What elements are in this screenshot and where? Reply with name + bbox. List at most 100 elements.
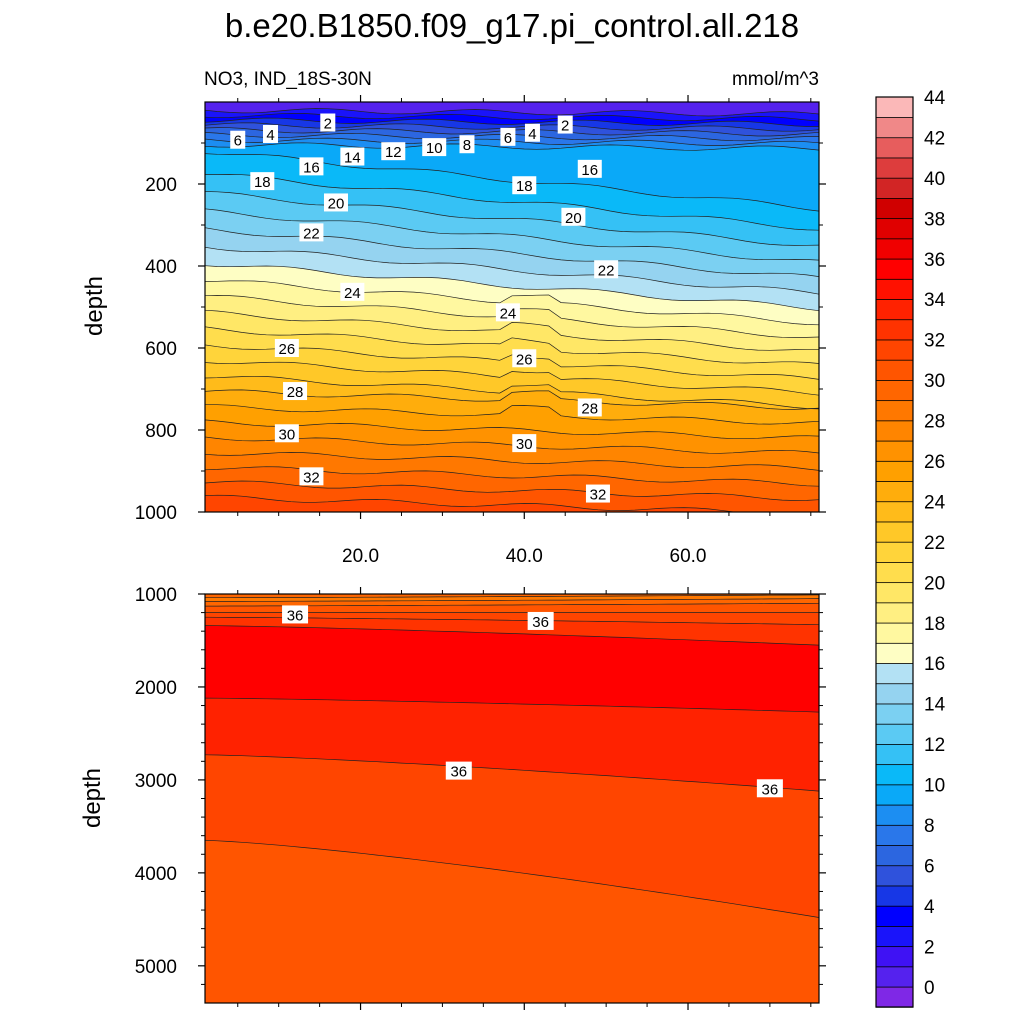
lower-y-tick-label: 3000: [135, 771, 177, 792]
upper-contour-label: 24: [340, 282, 365, 302]
colorbar-swatch: [875, 359, 914, 381]
colorbar-tick-label: 36: [924, 250, 945, 271]
colorbar-frame: [875, 96, 914, 1008]
upper-contour-line: [204, 326, 820, 364]
upper-contour-label-text: 18: [516, 178, 533, 195]
colorbar-swatch: [875, 905, 914, 927]
upper-contour-label-box: [524, 123, 540, 142]
upper-contour-line: [204, 466, 820, 487]
upper-contour-label: 30: [274, 424, 299, 443]
upper-contour-label-text: 32: [590, 487, 607, 504]
upper-contour-label-box: [274, 339, 299, 357]
upper-contour-line: [204, 117, 819, 127]
colorbar-tick-label: 42: [924, 128, 945, 149]
upper-contour-line: [204, 174, 820, 231]
upper-x-tick-label: 40.0: [506, 546, 543, 567]
lower-contour-label-box: [282, 605, 309, 624]
upper-contour-label-box: [422, 138, 447, 157]
colorbar-swatch: [875, 197, 914, 220]
lower-y-tick-label: 4000: [135, 864, 177, 885]
upper-contour-label-box: [495, 303, 520, 322]
upper-contour-label: 16: [299, 157, 324, 176]
upper-contour-line: [204, 142, 820, 151]
colorbar-tick-label: 14: [924, 695, 946, 716]
upper-contour-label-box: [340, 147, 365, 166]
colorbar-swatch: [875, 157, 914, 179]
upper-contour-label-box: [340, 282, 365, 301]
colorbar-tick-label: 4: [924, 897, 935, 918]
upper-contour-line: [204, 309, 819, 351]
upper-contour-line: [204, 480, 820, 501]
lower-contour-label-text: 36: [762, 781, 779, 798]
upper-contour-label-box: [459, 135, 475, 154]
upper-contour-line: [204, 227, 820, 277]
colorbar-swatch: [875, 440, 914, 462]
lower-contour-label: 36: [527, 611, 554, 631]
upper-x-tick-label: 60.0: [670, 546, 707, 567]
colorbar-swatch: [875, 339, 914, 361]
upper-contour-label: 2: [557, 115, 573, 135]
upper-contour-label: 6: [500, 127, 516, 147]
colorbar-tick-label: 12: [924, 735, 945, 756]
colorbar-swatch: [875, 278, 914, 300]
colorbar: 0246810121416182022242628303234363840424…: [875, 88, 946, 1008]
colorbar-swatch: [875, 399, 914, 422]
colorbar-tick-label: 0: [924, 978, 935, 999]
colorbar-tick-label: 26: [924, 452, 945, 473]
upper-contour-label: 24: [495, 303, 520, 322]
colorbar-tick-label: 30: [924, 371, 945, 392]
upper-contour-label-text: 28: [581, 400, 598, 417]
upper-contour-label-box: [299, 157, 324, 176]
upper-contour-label-box: [561, 207, 586, 226]
upper-contour-band: [205, 495, 819, 512]
lower-contour-label-text: 36: [450, 764, 467, 781]
upper-contour-label: 14: [340, 147, 365, 167]
colorbar-swatch: [875, 683, 914, 705]
upper-y-tick-label: 600: [145, 339, 177, 360]
upper-contour-label: 22: [299, 223, 324, 242]
upper-contour-label: 28: [577, 398, 602, 417]
colorbar-swatch: [875, 885, 914, 907]
upper-contour-line: [204, 404, 820, 425]
colorbar-swatch: [875, 217, 914, 240]
upper-contour-line: [204, 375, 820, 410]
colorbar-tick-label: 28: [924, 412, 945, 433]
colorbar-tick-label: 40: [924, 169, 945, 190]
upper-contour-label: 2: [320, 113, 336, 133]
upper-contour-label-text: 22: [303, 225, 320, 242]
colorbar-tick-label: 44: [924, 88, 946, 109]
upper-contour-label-box: [512, 349, 537, 368]
upper-y-axis-label: depth: [81, 276, 108, 336]
variable-region-label: NO3, IND_18S-30N: [204, 69, 372, 90]
upper-contour-label-box: [381, 142, 406, 161]
upper-y-tick-label: 1000: [135, 503, 177, 524]
colorbar-swatch: [875, 824, 914, 846]
upper-y-tick-label: 200: [145, 175, 177, 196]
colorbar-swatch: [875, 238, 914, 260]
upper-contour-label-text: 16: [581, 162, 598, 179]
colorbar-swatch: [875, 501, 914, 523]
upper-contour-label-text: 20: [565, 210, 582, 227]
colorbar-swatch: [875, 298, 914, 321]
upper-contour-label: 32: [585, 484, 610, 504]
upper-contour-label-box: [577, 159, 602, 178]
colorbar-swatch: [875, 521, 914, 543]
upper-contour-label-box: [557, 115, 573, 134]
upper-contour-label-text: 6: [234, 133, 242, 150]
colorbar-tick-label: 6: [924, 856, 935, 877]
upper-contour-label: 30: [512, 434, 537, 453]
colorbar-tick-label: 2: [924, 937, 935, 958]
upper-contour-label-text: 30: [516, 436, 533, 453]
upper-contour-label-box: [283, 382, 308, 401]
upper-contour-label-box: [512, 176, 537, 195]
lower-contour-label-box: [527, 611, 554, 630]
upper-contour-label: 22: [594, 260, 619, 279]
upper-contour-label: 12: [381, 142, 406, 161]
upper-contour-label-text: 32: [303, 469, 320, 486]
colorbar-swatch: [875, 460, 914, 482]
units-label: mmol/m^3: [732, 69, 819, 90]
colorbar-tick-label: 24: [924, 492, 946, 513]
colorbar-swatch: [875, 96, 914, 118]
lower-contour-line: [204, 754, 820, 792]
